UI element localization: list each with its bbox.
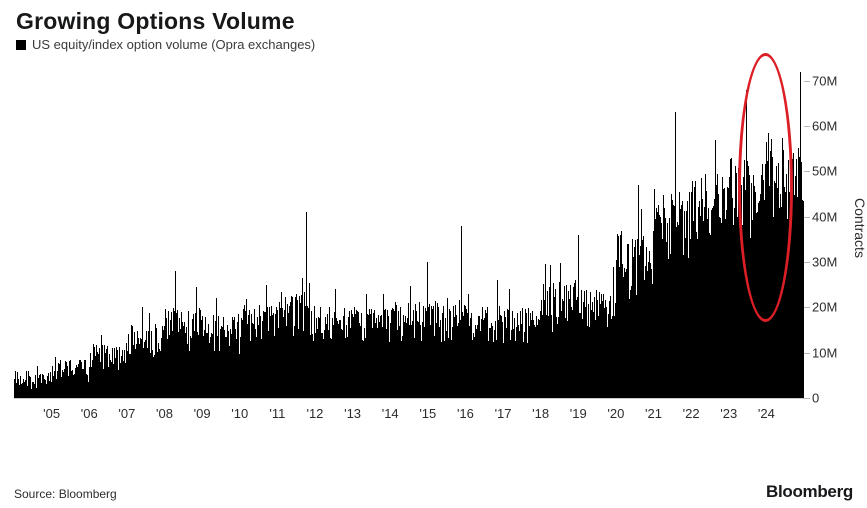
y-tick [804, 262, 810, 263]
x-tick-label: '24 [758, 406, 775, 421]
x-tick-label: '08 [156, 406, 173, 421]
x-tick-label: '17 [495, 406, 512, 421]
x-tick-label: '21 [645, 406, 662, 421]
y-tick [804, 217, 810, 218]
legend-swatch [16, 40, 26, 50]
series-bar [803, 201, 804, 398]
plot-area: 010M20M30M40M50M60M70M Contracts '05'06'… [14, 58, 853, 438]
source-label: Source: Bloomberg [14, 487, 117, 501]
x-tick-label: '13 [344, 406, 361, 421]
y-tick [804, 126, 810, 127]
plot [14, 58, 804, 399]
y-tick-label: 0 [812, 391, 819, 406]
chart-title: Growing Options Volume [16, 8, 853, 35]
legend: US equity/index option volume (Opra exch… [16, 37, 853, 52]
x-tick-label: '16 [457, 406, 474, 421]
x-tick-label: '11 [269, 406, 285, 421]
y-tick-label: 40M [812, 209, 837, 224]
x-tick-label: '20 [607, 406, 624, 421]
y-tick [804, 353, 810, 354]
y-tick [804, 81, 810, 82]
series-bars [14, 58, 804, 398]
x-tick-label: '05 [43, 406, 60, 421]
y-tick-label: 10M [812, 345, 837, 360]
y-tick-label: 50M [812, 164, 837, 179]
x-tick-label: '23 [720, 406, 737, 421]
x-tick-label: '15 [419, 406, 436, 421]
x-tick-label: '19 [570, 406, 587, 421]
y-tick-label: 70M [812, 73, 837, 88]
y-tick-label: 60M [812, 119, 837, 134]
x-tick-label: '12 [306, 406, 323, 421]
y-axis-title: Contracts [852, 198, 867, 258]
y-tick-label: 30M [812, 255, 837, 270]
brand-label: Bloomberg [766, 482, 853, 502]
y-tick [804, 307, 810, 308]
x-tick-label: '10 [231, 406, 248, 421]
chart-container: Growing Options Volume US equity/index o… [0, 0, 867, 508]
y-tick [804, 398, 810, 399]
y-tick-label: 20M [812, 300, 837, 315]
x-tick-label: '07 [118, 406, 135, 421]
x-tick-label: '14 [382, 406, 399, 421]
x-tick-label: '22 [683, 406, 700, 421]
x-tick-label: '09 [194, 406, 211, 421]
legend-label: US equity/index option volume (Opra exch… [32, 37, 315, 52]
x-tick-label: '18 [532, 406, 549, 421]
x-tick-label: '06 [81, 406, 98, 421]
y-tick [804, 171, 810, 172]
